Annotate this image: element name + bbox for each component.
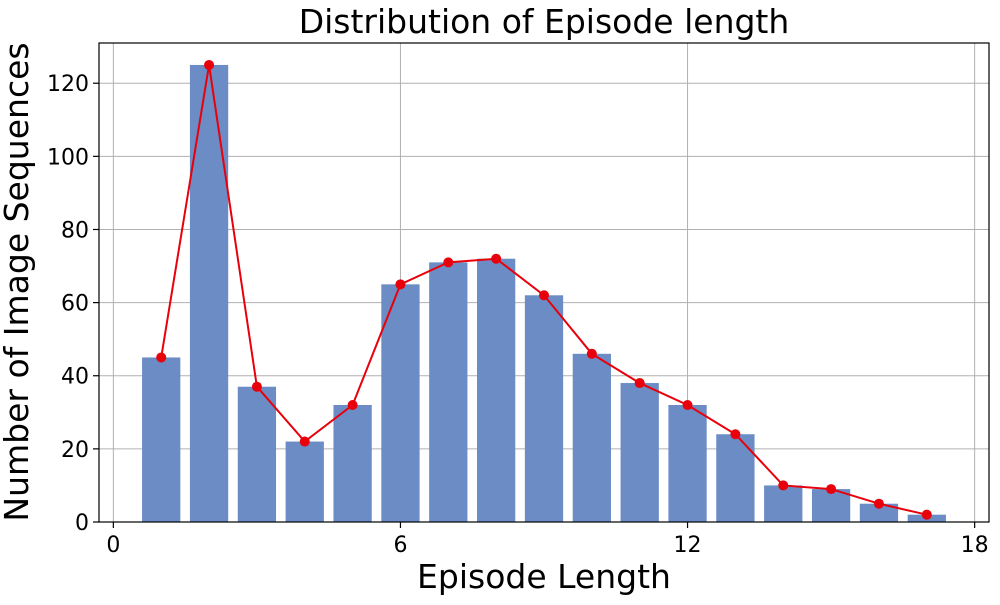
line-marker [299, 436, 310, 447]
bar [381, 284, 420, 522]
line-marker [539, 290, 549, 301]
line-marker [443, 257, 454, 268]
ticks-layer: 0 20 40 60 80 100 120 0 6 12 18 [47, 72, 989, 558]
bar [572, 353, 611, 522]
line-marker [491, 253, 502, 264]
bar [620, 383, 659, 522]
line-marker [730, 429, 741, 440]
y-tick-label: 0 [75, 511, 89, 536]
line-marker [156, 352, 167, 363]
y-tick-label: 120 [47, 72, 89, 97]
bar [668, 404, 707, 522]
x-tick-label: 12 [674, 533, 702, 558]
y-tick-label: 100 [47, 145, 89, 170]
line-marker [682, 399, 693, 410]
y-axis-label: Number of Image Sequences [0, 42, 36, 521]
bar [811, 489, 851, 522]
y-tick-label: 60 [61, 292, 89, 317]
plot-frame [98, 42, 990, 523]
x-tick-label: 6 [393, 533, 407, 558]
line-marker [347, 399, 358, 410]
x-tick-label: 0 [106, 533, 120, 558]
bar [285, 441, 324, 522]
line-marker [921, 509, 932, 520]
line-marker [873, 498, 884, 509]
line-marker [586, 348, 597, 359]
bar [237, 386, 277, 522]
bars-layer [142, 64, 946, 522]
bar [142, 357, 181, 522]
y-tick-label: 20 [61, 438, 89, 463]
bar [524, 295, 564, 522]
y-tick-label: 80 [61, 218, 89, 243]
line-marker [826, 484, 837, 495]
line-marker [634, 378, 645, 389]
bar [189, 64, 229, 522]
x-axis-label: Episode Length [417, 557, 671, 596]
bar [429, 262, 468, 522]
x-tick-label: 18 [961, 533, 989, 558]
line-marker [204, 59, 215, 70]
bar [477, 258, 516, 522]
line-marker [251, 381, 262, 392]
bar [333, 404, 372, 522]
y-tick-label: 40 [61, 365, 89, 390]
markers-layer [156, 59, 932, 520]
bar [764, 485, 803, 522]
line-marker [395, 279, 406, 290]
bar [859, 503, 899, 522]
chart-title: Distribution of Episode length [299, 2, 790, 41]
line-marker [778, 480, 789, 491]
